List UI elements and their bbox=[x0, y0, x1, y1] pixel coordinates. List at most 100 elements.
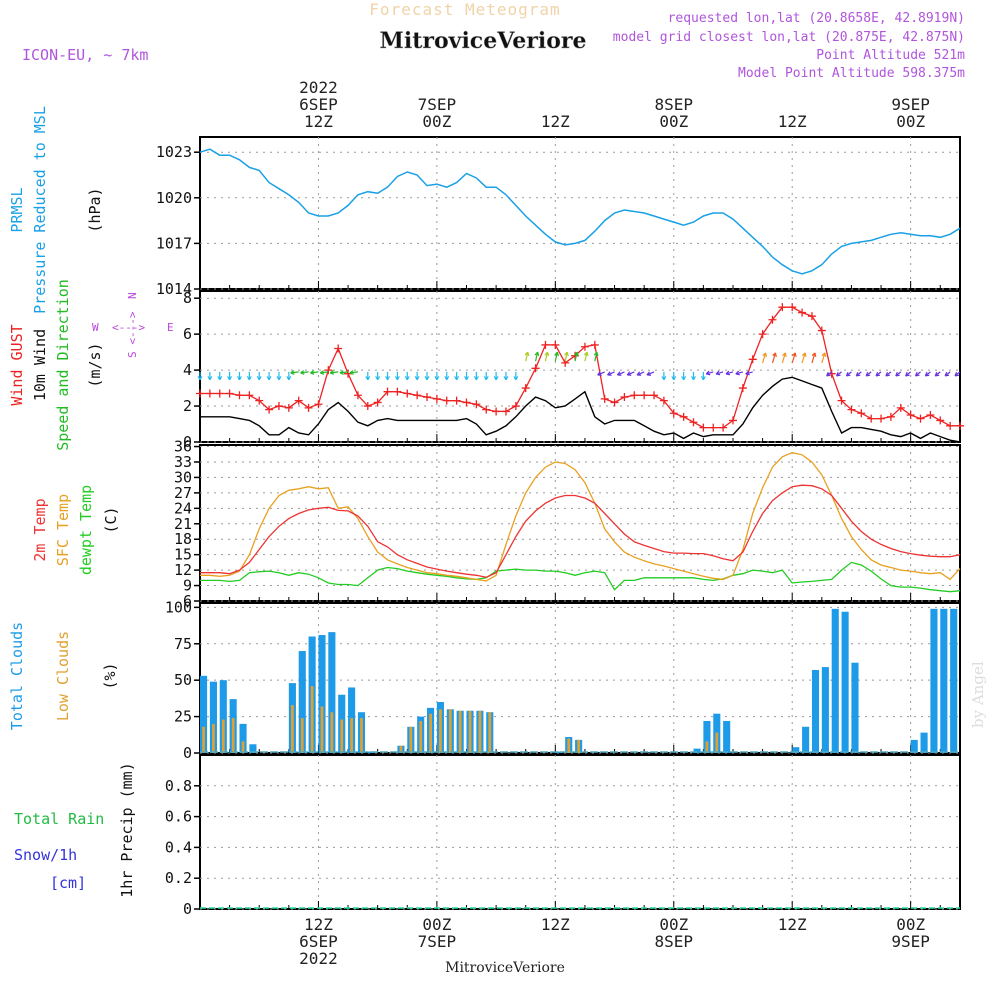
direction-arrow-head bbox=[534, 351, 540, 357]
direction-arrow-head bbox=[573, 351, 579, 357]
gust-marker bbox=[590, 340, 599, 349]
compass-e: E bbox=[167, 321, 174, 334]
gust-marker bbox=[768, 315, 777, 324]
temp-tick-label: 33 bbox=[174, 453, 192, 471]
direction-arrow-head bbox=[286, 376, 292, 381]
direction-arrow-head bbox=[256, 376, 262, 381]
low-cloud-bar bbox=[291, 704, 294, 753]
temp-tick-label: 36 bbox=[174, 438, 192, 456]
low-cloud-bar bbox=[241, 741, 245, 753]
direction-arrow-head bbox=[339, 370, 344, 375]
total-cloud-bar bbox=[219, 680, 227, 753]
direction-arrow-head bbox=[616, 371, 622, 376]
pressure-tick-label: 1023 bbox=[156, 143, 192, 161]
low-cloud-bar bbox=[231, 718, 235, 753]
gust-marker bbox=[442, 396, 451, 405]
direction-arrow-head bbox=[290, 370, 295, 375]
gust-marker bbox=[679, 412, 688, 421]
gust-marker bbox=[373, 398, 382, 407]
compass-we-arrow: <---> bbox=[112, 321, 145, 334]
bottom-time-label: 2022 bbox=[299, 949, 338, 968]
direction-arrow-head bbox=[745, 370, 750, 376]
total-cloud-bar bbox=[811, 669, 820, 753]
low-cloud-bar bbox=[360, 718, 363, 753]
low-cloud-bar bbox=[330, 712, 334, 753]
gust-marker bbox=[225, 389, 234, 398]
direction-arrow bbox=[554, 351, 558, 362]
low-cloud-bar bbox=[409, 726, 413, 753]
cloud-label-total: Total Clouds bbox=[8, 622, 26, 730]
direction-arrow-head bbox=[424, 376, 430, 381]
low-cloud-bar bbox=[458, 710, 462, 753]
direction-arrow bbox=[339, 371, 349, 374]
direction-arrow-head bbox=[700, 376, 706, 381]
gust-marker bbox=[551, 340, 560, 349]
direction-arrow bbox=[290, 371, 299, 374]
closest-coords: model grid closest lon,lat (20.875E, 42.… bbox=[613, 30, 965, 45]
direction-arrow bbox=[534, 351, 539, 362]
low-cloud-bar bbox=[567, 738, 571, 753]
direction-arrow bbox=[617, 371, 625, 376]
requested-coords: requested lon,lat (20.8658E, 42.8919N) bbox=[668, 11, 965, 26]
wind-speed-line bbox=[200, 376, 961, 443]
total-cloud-bar bbox=[841, 611, 849, 753]
total-cloud-bar bbox=[209, 681, 217, 753]
model-label: ICON-EU, ~ 7km bbox=[22, 46, 148, 64]
gust-marker bbox=[501, 407, 510, 416]
direction-arrow-head bbox=[914, 371, 920, 377]
cloud-tick-label: 25 bbox=[174, 708, 192, 726]
pressure-tick-label: 1017 bbox=[156, 234, 192, 252]
direction-arrow-head bbox=[385, 376, 390, 381]
total-cloud-bar bbox=[802, 726, 810, 753]
wind-tick-label: 2 bbox=[183, 397, 192, 415]
cloud-tick-label: 100 bbox=[165, 598, 192, 616]
top-time-label: 12Z bbox=[304, 112, 333, 131]
direction-arrow-head bbox=[836, 371, 841, 377]
gust-marker bbox=[334, 344, 343, 353]
wind-label-speed: 10m Wind bbox=[31, 329, 49, 401]
direction-arrow bbox=[584, 351, 588, 362]
direction-arrow-head bbox=[885, 371, 890, 377]
low-cloud-bar bbox=[488, 712, 492, 753]
pressure-label-1: PRMSL bbox=[8, 187, 26, 232]
temp-tick-label: 12 bbox=[174, 561, 192, 579]
gust-marker bbox=[196, 389, 204, 398]
gust-marker bbox=[294, 396, 303, 405]
direction-arrow-head bbox=[735, 370, 740, 376]
gust-marker bbox=[521, 384, 530, 393]
direction-arrow-head bbox=[715, 370, 721, 376]
direction-arrow-head bbox=[583, 351, 589, 357]
direction-arrow-head bbox=[444, 376, 450, 381]
wind-label-gust: Wind GUST bbox=[8, 324, 26, 405]
watermark: by Angel bbox=[969, 661, 987, 728]
top-time-label: 8SEP bbox=[655, 95, 694, 114]
direction-arrow-head bbox=[646, 371, 652, 376]
direction-arrow-head bbox=[473, 376, 479, 381]
gust-marker bbox=[719, 423, 728, 432]
direction-arrow-head bbox=[681, 376, 687, 381]
wind-label-direction: Speed and Direction bbox=[54, 279, 72, 451]
direction-arrow-head bbox=[954, 371, 960, 377]
wind-tick-label: 4 bbox=[183, 361, 192, 379]
gust-marker bbox=[600, 394, 609, 403]
direction-arrow-head bbox=[227, 376, 233, 381]
direction-arrow-head bbox=[905, 371, 910, 377]
direction-arrow-head bbox=[493, 376, 499, 381]
gust-marker bbox=[817, 326, 826, 335]
gust-marker bbox=[265, 405, 274, 414]
direction-arrow bbox=[811, 352, 816, 364]
low-cloud-bar bbox=[310, 686, 314, 753]
temp-frame bbox=[199, 444, 961, 602]
temp-label-sfc: SFC Temp bbox=[54, 494, 72, 566]
precip-tick-label: 0.8 bbox=[165, 777, 192, 795]
total-cloud-bar bbox=[851, 662, 859, 753]
cloud-unit: (%) bbox=[101, 662, 119, 689]
top-time-label: 00Z bbox=[422, 112, 451, 131]
wind-tick-label: 6 bbox=[183, 325, 192, 343]
direction-arrow-head bbox=[349, 370, 354, 375]
gust-marker bbox=[482, 405, 491, 414]
direction-arrow-head bbox=[365, 376, 371, 381]
wind-frame bbox=[199, 290, 961, 443]
gust-marker bbox=[462, 398, 471, 407]
direction-arrow-head bbox=[944, 371, 950, 377]
